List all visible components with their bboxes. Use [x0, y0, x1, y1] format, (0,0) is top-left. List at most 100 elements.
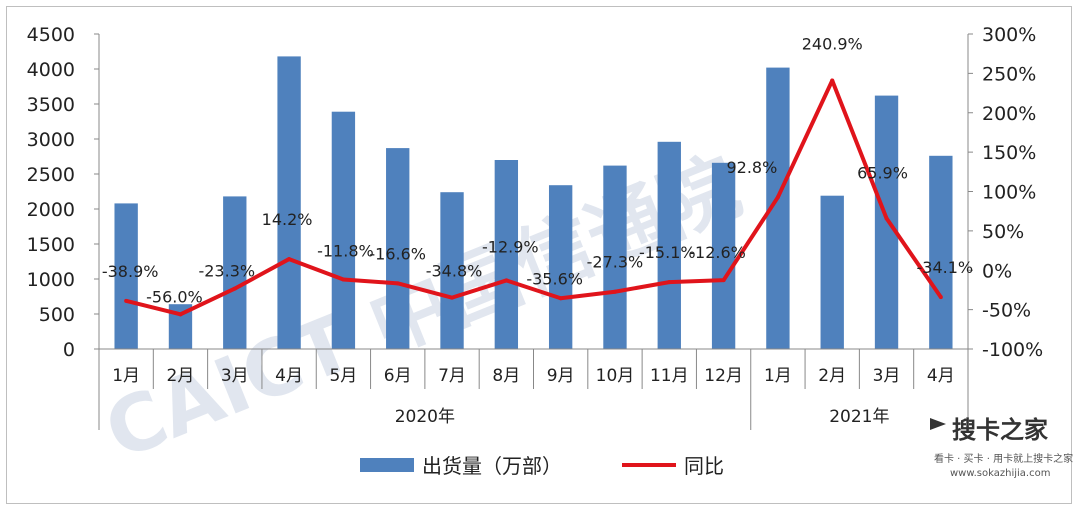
site-logo: 搜卡之家 看卡 · 买卡 · 用卡就上搜卡之家 www.sokazhijia.c… — [930, 416, 1073, 479]
data-label: -16.6% — [369, 244, 426, 263]
line-point — [178, 312, 183, 317]
y-left-tick-label: 4500 — [27, 24, 75, 46]
bar — [277, 56, 301, 350]
legend-label-bar: 出货量（万部） — [422, 454, 562, 478]
line-point — [287, 257, 292, 262]
bar — [548, 185, 573, 349]
x-tick-label: 3月 — [221, 366, 249, 386]
data-label: 14.2% — [262, 210, 313, 229]
x-tick-label: 6月 — [384, 366, 412, 386]
line-point — [667, 280, 672, 285]
y-left-tick-label: 4000 — [27, 59, 75, 81]
x-tick-label: 1月 — [764, 366, 792, 386]
y-left-tick-label: 2000 — [27, 199, 75, 221]
bar — [168, 304, 193, 349]
y-left-tick-label: 2500 — [27, 164, 75, 186]
y-right-tick-label: 200% — [982, 103, 1036, 125]
data-label: -27.3% — [587, 253, 644, 272]
y-left-tick-label: 500 — [39, 304, 75, 326]
x-tick-label: 2月 — [818, 366, 846, 386]
logo-arrow-icon — [930, 418, 946, 430]
y-right-tick-label: 300% — [982, 24, 1036, 46]
y-right-tick-label: 250% — [982, 63, 1036, 85]
x-tick-label: 2月 — [167, 366, 195, 386]
x-tick-label: 7月 — [438, 366, 466, 386]
y-left-tick-label: 3000 — [27, 129, 75, 151]
data-label: -12.6% — [689, 243, 746, 262]
x-tick-label: 10月 — [596, 366, 635, 386]
x-tick-label: 3月 — [873, 366, 901, 386]
legend-label-line: 同比 — [684, 454, 724, 478]
bar — [603, 165, 627, 349]
x-tick-label: 4月 — [927, 366, 955, 386]
x-tick-label: 9月 — [547, 366, 575, 386]
bar — [331, 111, 356, 349]
logo-tagline: 看卡 · 买卡 · 用卡就上搜卡之家 — [934, 452, 1073, 465]
y-left-tick-label: 1500 — [27, 234, 75, 256]
axes: 0 500 1000 1500 2000 2500 3000 3500 4000 4500 -100… — [27, 24, 1044, 361]
bar — [766, 67, 790, 349]
data-label: 92.8% — [726, 158, 777, 177]
x-tick-label: 11月 — [650, 366, 689, 386]
x-group-label: 2021年 — [829, 407, 889, 427]
bar — [386, 148, 410, 349]
legend: 出货量（万部） 同比 — [360, 454, 724, 478]
x-tick-label: 8月 — [492, 366, 520, 386]
y-right-tick-label: 150% — [982, 142, 1036, 164]
line-point — [395, 281, 400, 286]
bar — [223, 196, 247, 349]
y-right-tick-label: 50% — [982, 221, 1024, 243]
x-tick-label: 4月 — [275, 366, 303, 386]
line-point — [232, 286, 237, 291]
line-point — [124, 298, 129, 303]
line-path — [125, 78, 943, 317]
data-label: -23.3% — [198, 262, 255, 281]
y-left-tick-label: 0 — [63, 339, 75, 361]
line-point — [341, 277, 346, 282]
line-point — [558, 296, 563, 301]
bar — [929, 155, 953, 349]
line-point — [612, 289, 617, 294]
bar — [440, 192, 464, 349]
data-label: -34.8% — [426, 262, 483, 281]
y-right-tick-label: 100% — [982, 182, 1036, 204]
bar — [657, 141, 681, 349]
y-left-tick-label: 1000 — [27, 269, 75, 291]
data-label: 240.9% — [802, 35, 863, 54]
legend-swatch-bar — [360, 458, 414, 472]
bar — [114, 203, 138, 349]
y-right-tick-label: -100% — [982, 339, 1043, 361]
data-label: -35.6% — [526, 269, 583, 288]
bar — [820, 195, 844, 349]
x-tick-label: 5月 — [329, 366, 357, 386]
data-label: -56.0% — [146, 287, 203, 306]
y-left-tick-label: 3500 — [27, 94, 75, 116]
data-label: -12.9% — [482, 237, 539, 256]
bar — [494, 160, 519, 349]
logo-url: www.sokazhijia.com — [950, 468, 1050, 479]
logo-name: 搜卡之家 — [952, 416, 1048, 444]
x-tick-label: 1月 — [112, 366, 140, 386]
x-tick-label: 12月 — [704, 366, 743, 386]
line-point — [775, 195, 780, 200]
data-labels: -38.9% -56.0% -23.3% 14.2%-11.8%-16.6%-34.8… — [102, 35, 973, 307]
data-label: -11.8% — [317, 242, 374, 261]
line-point — [884, 216, 889, 221]
y-right-tick-label: -50% — [982, 300, 1031, 322]
line-point — [504, 278, 509, 283]
line-point — [450, 295, 455, 300]
bar — [874, 95, 899, 349]
bar — [711, 162, 736, 349]
line-point — [721, 278, 726, 283]
data-label: 65.9% — [857, 163, 908, 182]
x-group-label: 2020年 — [395, 407, 455, 427]
data-label: -15.1% — [639, 243, 696, 262]
data-label: -34.1% — [917, 258, 974, 277]
line-point — [830, 78, 835, 83]
bar-series — [114, 56, 953, 350]
y-right-tick-label: 0% — [982, 260, 1012, 282]
line-point — [938, 295, 943, 300]
x-axis: 1月 2月 3月 4月 5月 6月 7月 8月 9月 10月 11月 12月 1月 2月 3月 4月 2020年… — [98, 348, 969, 430]
data-label: -38.9% — [102, 262, 159, 281]
